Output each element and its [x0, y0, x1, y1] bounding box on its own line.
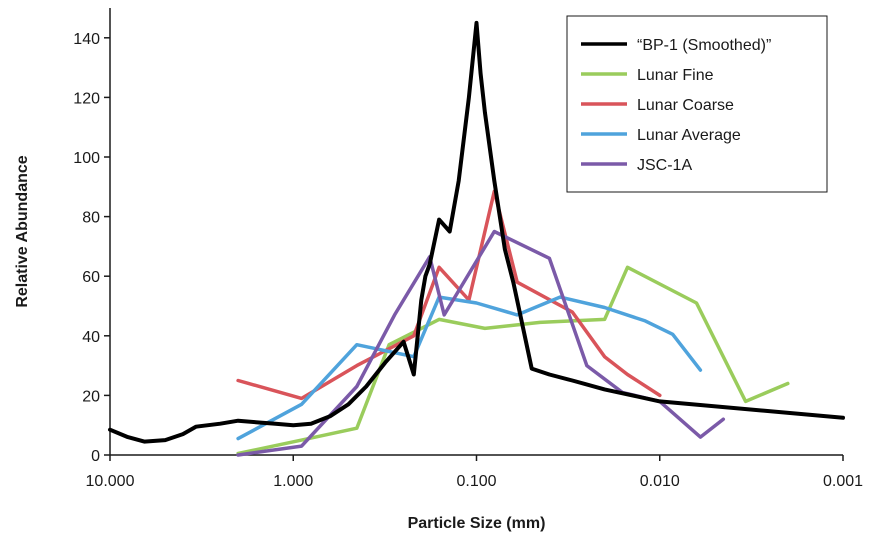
y-tick-label: 40 — [82, 329, 100, 346]
x-tick-label: 1.000 — [273, 473, 313, 490]
y-tick-label: 60 — [82, 269, 100, 286]
y-tick-label: 20 — [82, 388, 100, 405]
legend-label: JSC-1A — [637, 157, 692, 174]
y-tick-label: 140 — [73, 31, 100, 48]
y-ticks: 0 20 40 60 80 100 120 140 — [73, 31, 110, 465]
legend: “BP-1 (Smoothed)” Lunar Fine Lunar Coarse L… — [566, 15, 828, 193]
series-line-0 — [108, 20, 845, 444]
y-axis-title: Relative Abundance — [14, 155, 31, 307]
legend-label: Lunar Average — [637, 127, 741, 144]
x-tick-label: 10.000 — [86, 473, 135, 490]
y-tick-label: 120 — [73, 90, 100, 107]
series-lines — [108, 20, 845, 457]
y-tick-label: 0 — [91, 448, 100, 465]
x-tick-label: 0.001 — [823, 473, 863, 490]
plot-area: 10.000 1.000 0.100 0.010 0.001 0 20 40 60 80 100 1… — [73, 8, 863, 490]
legend-label: “BP-1 (Smoothed)” — [637, 37, 771, 54]
x-tick-label: 0.100 — [456, 473, 496, 490]
series-line-4 — [236, 229, 726, 457]
series-line-2 — [236, 189, 662, 401]
legend-label: Lunar Fine — [637, 67, 714, 84]
series-line-3 — [236, 295, 703, 441]
legend-label: Lunar Coarse — [637, 97, 734, 114]
y-tick-label: 80 — [82, 210, 100, 227]
series-line-1 — [236, 265, 790, 456]
x-axis-title: Particle Size (mm) — [408, 515, 546, 532]
x-tick-label: 0.010 — [640, 473, 680, 490]
y-tick-label: 100 — [73, 150, 100, 167]
x-ticks: 10.000 1.000 0.100 0.010 0.001 — [86, 455, 863, 490]
